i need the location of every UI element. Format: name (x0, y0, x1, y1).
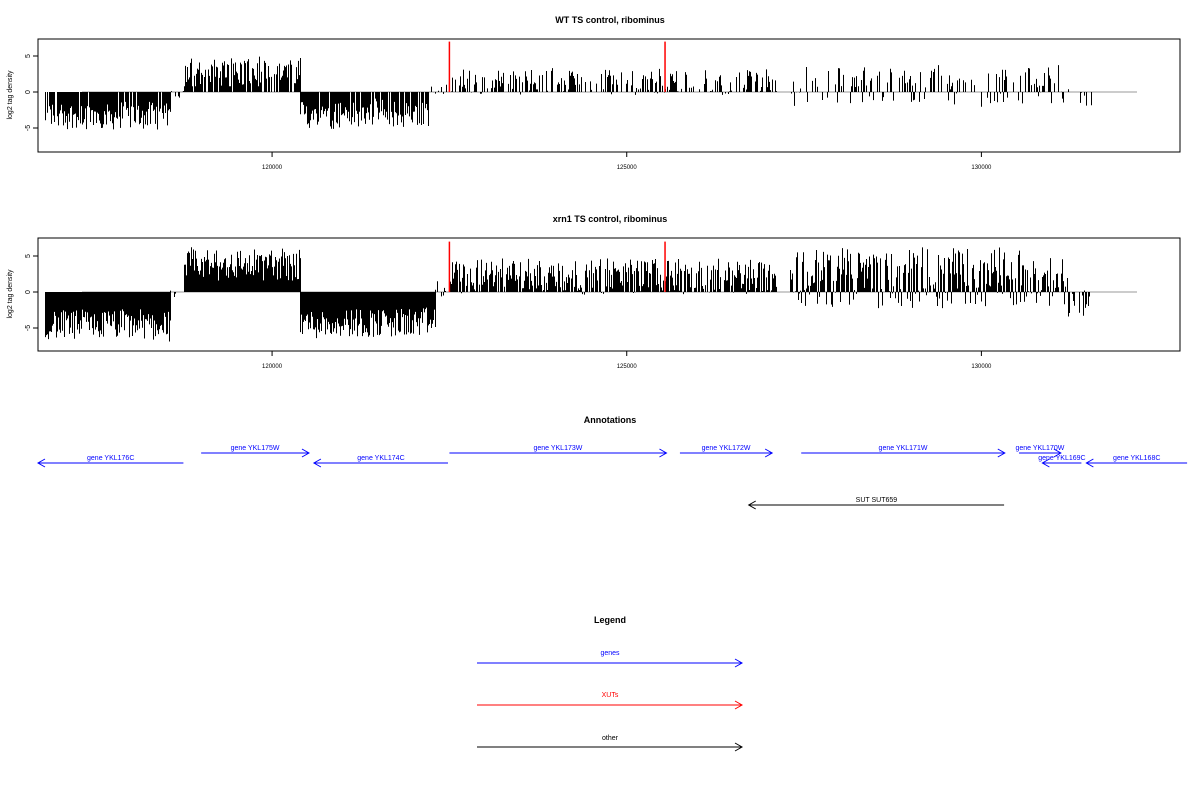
feature-gene-ykl168c: gene YKL168C (1085, 455, 1188, 468)
feature-label: gene YKL171W (879, 445, 928, 452)
legend-arrowhead-other (734, 742, 744, 752)
feature-label: gene YKL170W (1015, 445, 1064, 452)
legend-label-other: other (602, 735, 619, 742)
feature-arrowhead (1053, 448, 1062, 458)
x-tick-label: 130000 (971, 364, 992, 370)
y-tick-label: 0 (25, 90, 32, 94)
coverage-bars-wt (45, 56, 1092, 130)
feature-gene-ykl173w: gene YKL173W (449, 445, 668, 458)
x-tick-label: 120000 (262, 165, 283, 171)
panel-title-wt: WT TS control, ribominus (555, 15, 665, 25)
feature-label: gene YKL173W (533, 445, 582, 452)
feature-gene-ykl169c: gene YKL169C (1038, 455, 1086, 468)
panel-title-xrn1: xrn1 TS control, ribominus (553, 214, 668, 224)
x-axis-xrn1: 120000 125000 130000 (262, 351, 992, 370)
legend-label-genes: genes (600, 650, 620, 657)
feature-label: gene YKL175W (231, 445, 280, 452)
feature-arrows: gene YKL176C gene YKL175W gene YKL174C gene… (36, 445, 1188, 510)
xut-markers-xrn1 (448, 241, 666, 292)
feature-arrowhead (997, 448, 1006, 458)
x-tick-label: 125000 (617, 364, 638, 370)
feature-arrowhead (312, 458, 322, 468)
feature-gene-ykl172w: gene YKL172W (679, 445, 774, 458)
y-tick-label: -5 (25, 125, 32, 131)
feature-sut-sut659: SUT SUT659 (747, 497, 1005, 510)
legend-arrowhead-genes (734, 658, 744, 668)
feature-gene-ykl170w: gene YKL170W (1015, 445, 1065, 458)
legend-item-genes: genes (477, 650, 744, 668)
feature-label: SUT SUT659 (856, 497, 898, 504)
y-tick-label: 5 (25, 254, 32, 258)
feature-arrowhead (36, 458, 46, 468)
feature-arrowhead (747, 500, 756, 510)
y-axis-label-xrn1: log2 tag density (7, 269, 14, 319)
coverage-panel-xrn1: xrn1 TS control, ribominus log2 tag dens… (7, 214, 1181, 370)
y-axis-wt: -5 0 5 (25, 54, 38, 131)
feature-arrowhead (1041, 458, 1050, 468)
annotations-title: Annotations (584, 415, 637, 425)
y-tick-label: -5 (25, 325, 32, 331)
feature-label: gene YKL174C (357, 455, 404, 462)
legend-item-other: other (477, 735, 744, 752)
feature-gene-ykl174c: gene YKL174C (312, 455, 448, 468)
legend-item-xuts: XUTs (477, 692, 744, 710)
plot-frame-xrn1 (37, 237, 1181, 352)
feature-gene-ykl171w: gene YKL171W (801, 445, 1006, 458)
feature-label: gene YKL176C (87, 455, 134, 462)
plot-frame-wt (37, 38, 1181, 153)
feature-arrowhead (301, 448, 310, 458)
y-axis-xrn1: -5 0 5 (25, 254, 38, 331)
x-tick-label: 130000 (971, 165, 992, 171)
legend: Legend genes XUTs other (477, 615, 744, 752)
feature-label: gene YKL169C (1038, 455, 1085, 462)
xut-markers-wt (448, 41, 666, 92)
coverage-panel-wt: WT TS control, ribominus log2 tag densit… (7, 15, 1181, 171)
x-axis-wt: 120000 125000 130000 (262, 152, 992, 171)
legend-title: Legend (594, 615, 626, 625)
x-tick-label: 120000 (262, 364, 283, 370)
y-axis-label-wt: log2 tag density (7, 70, 14, 120)
legend-label-xuts: XUTs (602, 692, 619, 699)
feature-gene-ykl176c: gene YKL176C (36, 455, 184, 468)
feature-label: gene YKL172W (702, 445, 751, 452)
feature-arrowhead (659, 448, 668, 458)
x-tick-label: 125000 (617, 165, 638, 171)
feature-gene-ykl175w: gene YKL175W (201, 445, 310, 458)
feature-arrowhead (764, 448, 774, 458)
coverage-bars-xrn1 (45, 247, 1090, 342)
feature-arrowhead (1085, 458, 1094, 468)
feature-label: gene YKL168C (1113, 455, 1160, 462)
legend-arrowhead-xuts (734, 700, 744, 710)
y-tick-label: 0 (25, 290, 32, 294)
y-tick-label: 5 (25, 54, 32, 58)
